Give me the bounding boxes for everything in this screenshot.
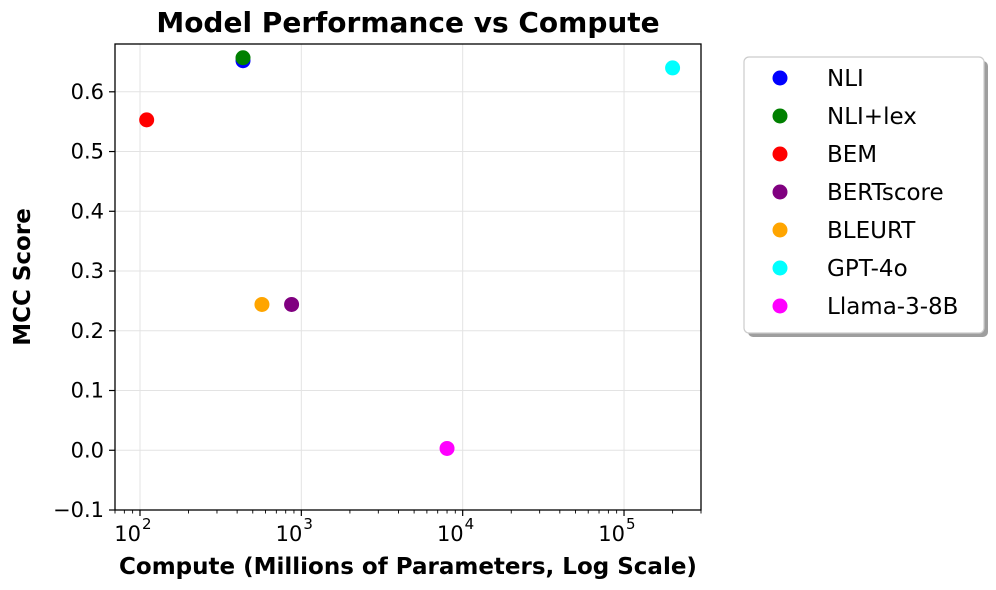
legend-label: NLI+lex xyxy=(827,104,917,130)
x-tick-exponent: 3 xyxy=(303,515,313,533)
legend-marker xyxy=(772,260,788,276)
y-tick-label: 0.6 xyxy=(71,80,104,104)
x-tick-base: 10 xyxy=(276,522,303,546)
chart-title: Model Performance vs Compute xyxy=(156,6,659,39)
x-tick-exponent: 2 xyxy=(142,515,152,533)
x-tick-base: 10 xyxy=(598,522,625,546)
y-tick-label: −0.1 xyxy=(53,498,104,522)
x-tick-label: 10 3 xyxy=(276,515,313,546)
y-tick-label: 0.1 xyxy=(71,379,104,403)
legend-label: NLI xyxy=(827,66,864,92)
legend-marker xyxy=(772,70,788,86)
x-tick-base: 10 xyxy=(114,522,141,546)
x-tick-label: 10 5 xyxy=(598,515,635,546)
legend: NLI NLI+lex BEM BERTscore BLEURT GPT-4o Llama-… xyxy=(743,56,988,337)
axis-ticks: −0.10.00.10.20.30.40.50.610 2 10 3 10 4 10 5 xyxy=(53,80,702,546)
y-axis-label: MCC Score xyxy=(10,208,36,346)
legend-label: GPT-4o xyxy=(827,256,908,282)
legend-marker xyxy=(772,222,788,238)
grid-lines xyxy=(115,44,701,511)
x-tick-exponent: 4 xyxy=(465,515,475,533)
data-point-bem xyxy=(139,112,155,128)
legend-marker xyxy=(772,184,788,200)
x-tick-exponent: 5 xyxy=(626,515,636,533)
data-point-bleurt xyxy=(254,296,270,312)
x-tick-label: 10 2 xyxy=(114,515,151,546)
legend-label: BERTscore xyxy=(827,180,944,206)
data-point-gpt-4o xyxy=(665,60,681,76)
data-point-nli-lex xyxy=(235,50,251,66)
x-tick-label: 10 4 xyxy=(437,515,474,546)
y-tick-label: 0.2 xyxy=(71,319,104,343)
legend-box xyxy=(743,56,985,334)
x-tick-base: 10 xyxy=(437,522,464,546)
legend-marker xyxy=(772,146,788,162)
legend-label: BLEURT xyxy=(827,218,916,244)
legend-items: NLI NLI+lex BEM BERTscore BLEURT GPT-4o Llama-… xyxy=(772,66,958,320)
plot-frame xyxy=(114,43,702,511)
data-points xyxy=(139,50,681,456)
y-tick-label: 0.3 xyxy=(71,259,104,283)
data-point-bertscore xyxy=(284,296,300,312)
y-tick-label: 0.0 xyxy=(71,438,104,462)
legend-label: Llama-3-8B xyxy=(827,294,958,320)
y-tick-label: 0.5 xyxy=(71,140,104,164)
legend-marker xyxy=(772,298,788,314)
y-tick-label: 0.4 xyxy=(71,199,104,223)
data-point-llama-3-8b xyxy=(439,440,455,456)
legend-label: BEM xyxy=(827,142,877,168)
x-axis-label: Compute (Millions of Parameters, Log Sca… xyxy=(119,554,697,580)
legend-marker xyxy=(772,108,788,124)
